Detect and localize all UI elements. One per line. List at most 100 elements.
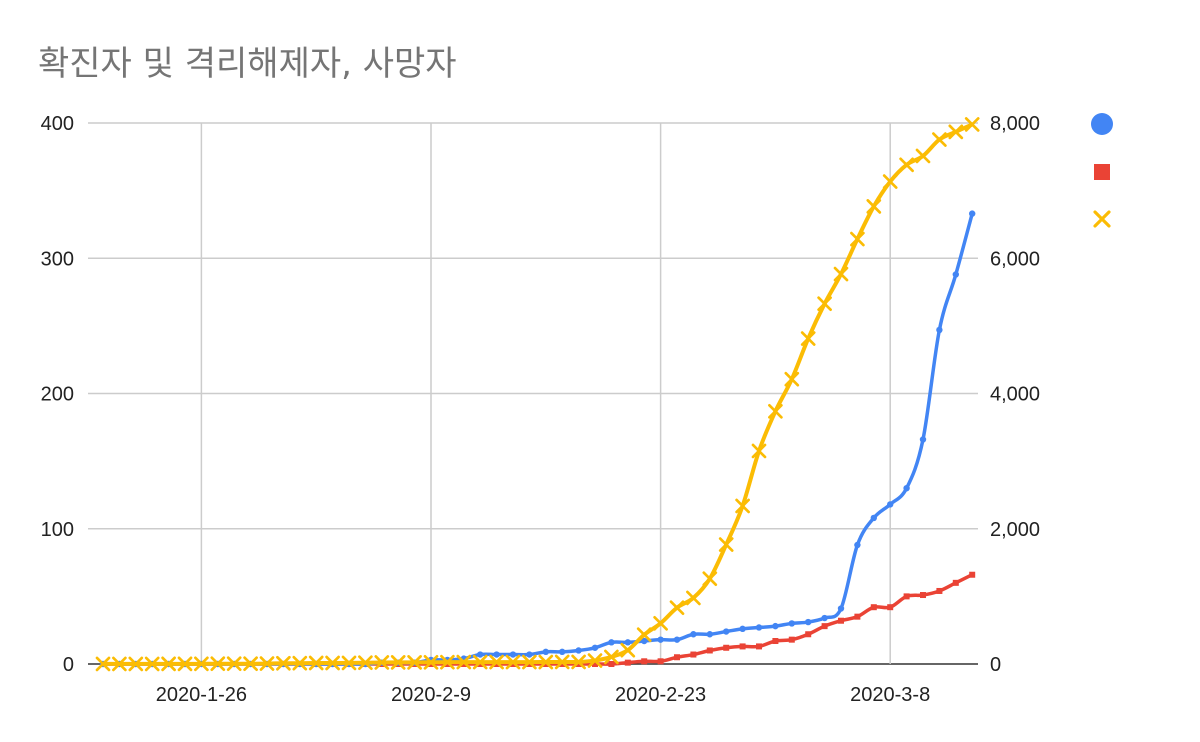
data-point	[919, 436, 927, 443]
data-point	[751, 443, 767, 459]
data-point	[686, 590, 701, 606]
data-point	[800, 331, 816, 346]
data-point	[608, 639, 615, 646]
series-x	[95, 117, 980, 672]
data-point	[144, 656, 160, 672]
data-point	[952, 579, 959, 586]
data-point	[472, 654, 488, 670]
data-point	[559, 648, 566, 656]
right-axis-tick-label: 6,000	[990, 248, 1040, 270]
data-point	[768, 404, 783, 419]
legend-marker-square	[1094, 164, 1110, 180]
data-point	[571, 654, 586, 670]
data-point	[620, 642, 636, 658]
data-point	[772, 622, 779, 630]
data-point	[624, 659, 631, 666]
data-point	[903, 484, 910, 492]
data-point	[641, 658, 648, 665]
data-point	[128, 656, 144, 672]
data-point	[772, 638, 779, 645]
data-point	[854, 541, 861, 549]
series-layer	[95, 117, 980, 672]
data-point	[870, 514, 877, 522]
right-axis-tick-label: 0	[990, 654, 1001, 676]
data-point	[559, 661, 566, 667]
data-point	[833, 266, 849, 282]
legend	[1091, 113, 1113, 228]
right-axis-tick-label: 8,000	[990, 113, 1040, 135]
data-point	[690, 651, 697, 658]
data-point	[489, 654, 504, 670]
data-point	[308, 655, 324, 671]
data-point	[739, 625, 746, 633]
data-point	[542, 648, 549, 656]
data-point	[674, 654, 680, 661]
data-point	[788, 620, 795, 627]
data-point	[575, 661, 582, 667]
data-point	[657, 658, 664, 665]
data-point	[624, 639, 631, 646]
chart-title: 확진자 및 격리해제자, 사망자	[38, 44, 457, 84]
data-point	[718, 537, 734, 552]
data-point	[669, 600, 685, 616]
data-point	[592, 661, 598, 667]
data-point	[95, 656, 111, 672]
data-point	[882, 174, 898, 189]
data-point	[821, 614, 828, 622]
right-axis-tick-label: 4,000	[990, 384, 1040, 406]
data-point	[702, 571, 718, 587]
data-point	[723, 628, 730, 635]
data-point	[423, 654, 439, 670]
data-point	[390, 655, 406, 670]
data-point	[932, 132, 947, 147]
data-point	[788, 636, 795, 643]
data-point	[657, 636, 664, 643]
data-point	[161, 656, 176, 672]
data-point	[325, 655, 340, 671]
data-point	[526, 651, 533, 658]
data-point	[936, 326, 943, 334]
data-point	[948, 124, 964, 140]
data-point	[887, 501, 894, 508]
data-point	[292, 655, 308, 671]
data-point	[604, 649, 619, 665]
data-point	[374, 655, 390, 670]
data-point	[341, 655, 357, 671]
left-axis-tick-label: 400	[41, 113, 74, 135]
left-axis-tick-label: 200	[41, 384, 74, 406]
data-point	[591, 644, 599, 651]
left-axis-tick-label: 100	[41, 519, 74, 541]
data-point	[554, 654, 570, 670]
data-point	[587, 653, 603, 668]
data-point	[784, 371, 800, 387]
data-point	[259, 656, 275, 671]
data-point	[866, 199, 882, 214]
x-axis-tick-label: 2020-2-9	[391, 684, 471, 706]
data-point	[706, 647, 713, 654]
data-point	[706, 631, 713, 638]
data-point	[522, 654, 537, 670]
right-axis-tick-label: 2,000	[990, 519, 1040, 541]
data-point	[690, 631, 697, 638]
data-point	[969, 571, 976, 578]
x-axis-tick-label: 2020-2-23	[615, 684, 706, 706]
data-point	[194, 656, 209, 672]
data-point	[837, 605, 845, 612]
data-point	[735, 498, 750, 514]
data-point	[673, 636, 681, 643]
data-point	[838, 617, 844, 624]
data-point	[915, 148, 931, 164]
data-point	[210, 656, 226, 672]
series-line	[103, 213, 974, 666]
data-point	[805, 631, 812, 638]
legend-marker-circle	[1091, 113, 1113, 135]
data-point	[920, 592, 926, 599]
x-axis-tick-label: 2020-1-26	[156, 684, 247, 706]
data-point	[723, 644, 730, 651]
data-point	[538, 654, 554, 670]
data-point	[608, 661, 615, 667]
data-point	[805, 618, 812, 626]
data-point	[887, 604, 894, 611]
data-point	[509, 651, 517, 658]
